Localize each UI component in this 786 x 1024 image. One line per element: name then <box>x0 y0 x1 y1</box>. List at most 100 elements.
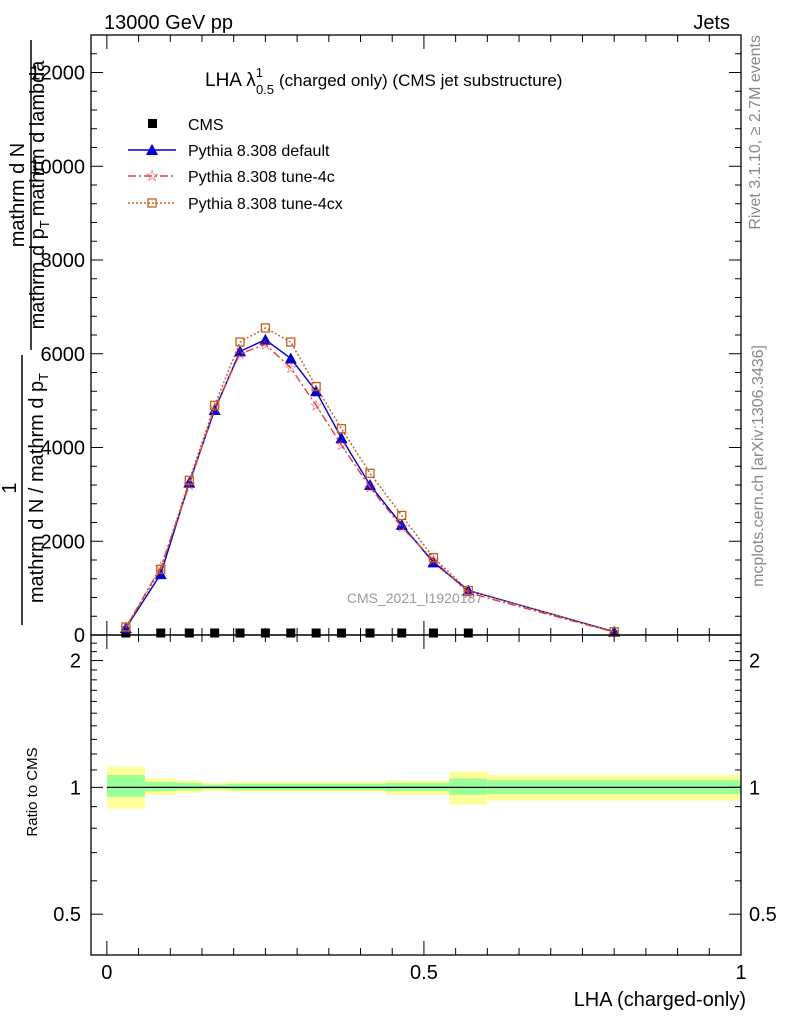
ratio-band-inner <box>176 782 202 791</box>
ratio-band-inner <box>449 778 488 795</box>
data-point: ☆ <box>259 336 272 353</box>
data-point: ☆ <box>462 585 475 602</box>
data-point <box>235 628 245 638</box>
y-tick-label: 0 <box>74 625 85 647</box>
data-point <box>121 622 131 632</box>
data-point <box>365 468 375 478</box>
main-ylabel-prefix-den-text: mathrm d N / mathrm d p <box>26 381 48 603</box>
main-ylabel-den: mathrm d pTmathrm d lambda <box>27 60 52 330</box>
legend: CMS Pythia 8.308 default ☆ Pythia 8.308 … <box>128 117 343 213</box>
data-point <box>121 628 131 638</box>
legend-entry-default: Pythia 8.308 default <box>128 143 330 160</box>
main-title-sub: 0.5 <box>256 82 274 97</box>
legend-label-tune4cx: Pythia 8.308 tune-4cx <box>188 196 343 213</box>
y-tick-label: 10000 <box>29 156 85 178</box>
data-point <box>364 479 377 490</box>
legend-entry-tune4cx: Pythia 8.308 tune-4cx <box>128 196 343 213</box>
data-point <box>210 400 220 410</box>
data-point <box>311 628 321 638</box>
y-tick-label: 2000 <box>41 531 86 553</box>
data-point: ☆ <box>233 346 246 363</box>
y-tick-label: 8000 <box>41 250 86 272</box>
rivet-label: Rivet 3.1.10, ≥ 2.7M events <box>747 35 764 230</box>
main-ylabel-num: mathrm d N <box>7 143 29 247</box>
legend-marker-default <box>146 144 158 155</box>
main-title-rest: (charged only) (CMS jet substructure) <box>279 71 562 90</box>
data-point <box>336 424 347 434</box>
data-point: ☆ <box>309 397 322 414</box>
data-point <box>428 628 438 638</box>
legend-entry-tune4c: ☆ Pythia 8.308 tune-4c <box>128 168 335 186</box>
header-right: Jets <box>693 12 730 34</box>
main-ylabel: mathrm d N mathrm d pTmathrm d lambda 1 … <box>0 40 52 625</box>
legend-label-cms: CMS <box>188 117 224 134</box>
ratio-band-inner <box>106 774 145 797</box>
data-point <box>397 510 407 521</box>
ratio-y-tick-label: 0.5 <box>53 904 81 926</box>
data-point <box>311 381 321 392</box>
main-ylabel-den-sub: T <box>37 220 52 228</box>
data-point <box>234 345 247 357</box>
series-line <box>125 327 615 633</box>
data-point <box>235 337 245 347</box>
ratio-ylabel: Ratio to CMS <box>24 747 41 836</box>
main-axes: 0 2000 4000 6000 8000 10000 12000 <box>29 34 742 647</box>
data-point <box>286 337 296 347</box>
data-point <box>260 323 271 333</box>
x-tick-label: 0.5 <box>410 962 438 984</box>
data-point <box>463 628 473 638</box>
data-point <box>284 352 297 364</box>
data-point <box>365 628 375 638</box>
legend-entry-cms: CMS <box>148 117 224 134</box>
header-left: 13000 GeV pp <box>104 12 233 34</box>
data-point <box>259 333 272 345</box>
data-point <box>463 585 473 596</box>
y-tick-label: 6000 <box>41 344 86 366</box>
main-title-text: LHA λ <box>205 70 256 91</box>
legend-marker-tune4c: ☆ <box>145 168 159 185</box>
data-point: ☆ <box>284 360 297 377</box>
main-title-sup: 1 <box>256 65 263 80</box>
data-point <box>428 553 439 563</box>
data-point: ☆ <box>363 479 376 496</box>
ratio-frame <box>90 634 742 956</box>
x-tick-label: 1 <box>735 962 746 984</box>
y-tick-label: 12000 <box>29 63 85 85</box>
ratio-band-inner <box>144 781 177 792</box>
data-point: ☆ <box>119 620 132 637</box>
data-point: ☆ <box>427 552 440 569</box>
ratio-y-tick-label: 2 <box>70 651 81 673</box>
main-ylabel-prefix-den-sub: T <box>36 373 51 381</box>
main-ylabel-den-rest: mathrm d lambda <box>27 60 49 216</box>
ratio-y-tick-label-right: 2 <box>749 651 760 673</box>
y-tick-label: 4000 <box>41 438 86 460</box>
ratio-axes: 0.5 0.5 1 1 2 2 0 0.5 1 <box>53 634 777 984</box>
legend-label-default: Pythia 8.308 default <box>188 143 330 160</box>
data-point <box>156 564 166 575</box>
data-point <box>335 432 348 444</box>
data-point: ☆ <box>208 400 221 417</box>
ratio-y-tick-label-right: 1 <box>749 777 760 799</box>
data-point <box>336 628 346 638</box>
data-point: ☆ <box>395 519 408 536</box>
ratio-y-tick-label-right: 0.5 <box>749 904 777 926</box>
data-point <box>184 475 194 485</box>
ratio-y-tick-label: 1 <box>70 777 81 799</box>
x-axis-label: LHA (charged-only) <box>574 989 746 1011</box>
main-ylabel-prefix-num: 1 <box>0 482 21 493</box>
data-point <box>210 628 220 638</box>
data-point <box>395 518 408 530</box>
main-ylabel-prefix-den: mathrm d N / mathrm d pT <box>26 373 51 603</box>
x-tick-label: 0 <box>101 962 112 984</box>
data-point <box>156 628 166 638</box>
data-point: ☆ <box>335 437 348 454</box>
main-title: LHA λ1 0.5 (charged only) (CMS jet substru… <box>205 65 562 97</box>
watermark: CMS_2021_I1920187 <box>347 590 483 606</box>
legend-marker-cms <box>148 119 157 128</box>
data-point <box>184 628 194 638</box>
main-ylabel-den-text: mathrm d p <box>27 228 49 329</box>
legend-marker-tune4cx <box>147 198 157 208</box>
mcplots-label: mcplots.cern.ch [arXiv:1306.3436] <box>750 345 767 587</box>
legend-label-tune4c: Pythia 8.308 tune-4c <box>188 169 335 186</box>
